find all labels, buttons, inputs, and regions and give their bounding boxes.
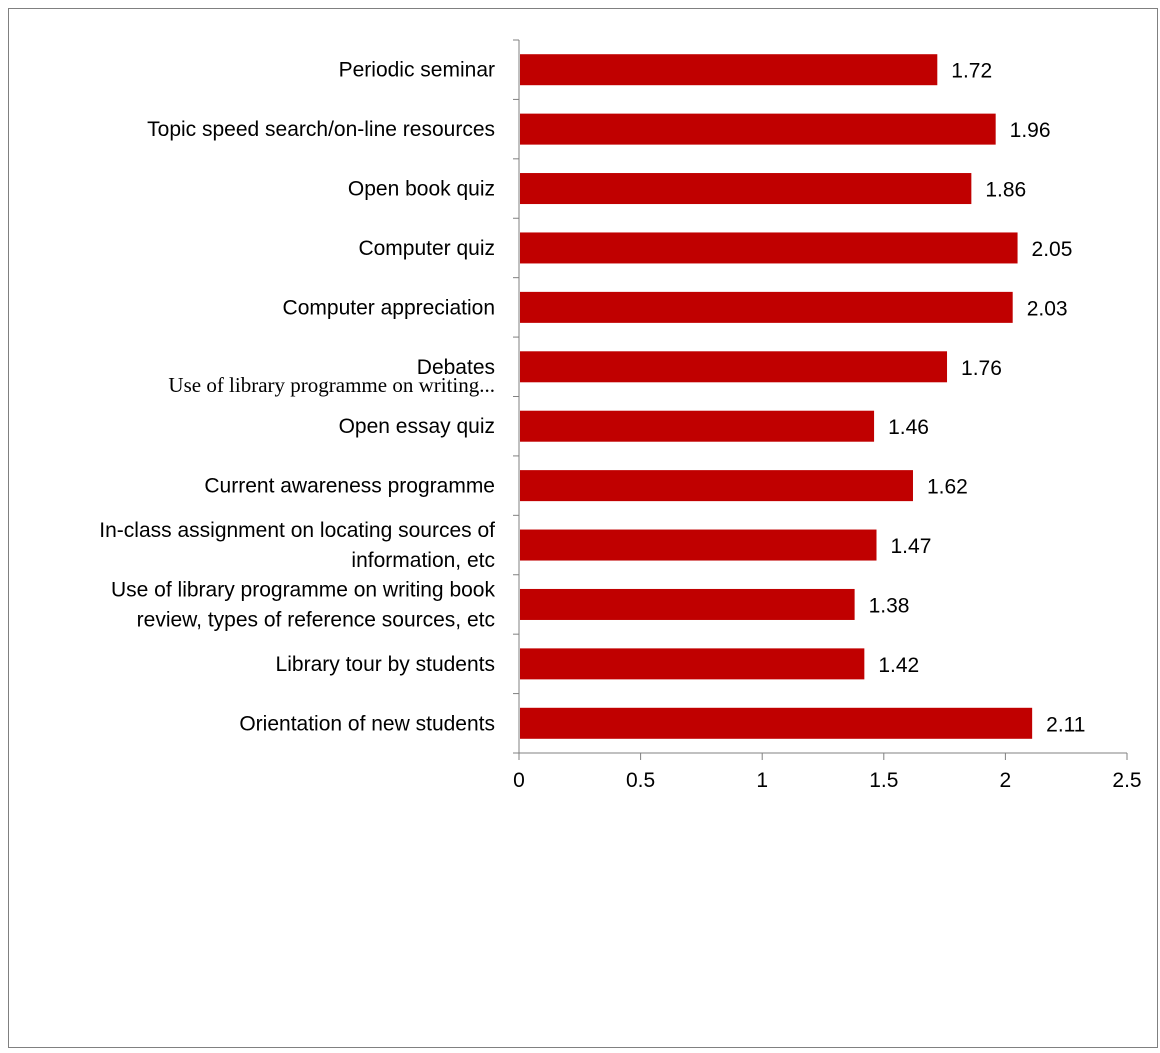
bar [520, 291, 1013, 323]
bar [520, 232, 1018, 264]
bar [520, 351, 948, 383]
bar [520, 588, 855, 620]
data-label: 1.62 [927, 476, 968, 499]
data-label: 1.96 [1010, 119, 1051, 142]
category-label: Use of library programme on writing book [111, 578, 495, 601]
x-tick-label: 1 [756, 769, 768, 792]
data-label: 2.05 [1032, 238, 1073, 261]
data-label: 1.72 [951, 60, 992, 83]
x-tick-label: 2 [1000, 769, 1012, 792]
x-tick-label: 2.5 [1112, 769, 1141, 792]
data-label: 1.47 [891, 535, 932, 558]
bar [520, 648, 865, 680]
category-label-overflow: Use of library programme on writing... [168, 373, 495, 397]
x-tick-label: 0.5 [626, 769, 655, 792]
category-label: information, etc [351, 549, 495, 572]
data-label: 2.03 [1027, 297, 1068, 320]
data-label: 1.46 [888, 416, 929, 439]
data-label: 1.42 [878, 654, 919, 677]
data-label: 2.11 [1046, 713, 1085, 736]
category-label: Current awareness programme [204, 475, 495, 498]
category-label: Periodic seminar [339, 59, 495, 82]
data-label: 1.86 [985, 179, 1026, 202]
bar [520, 54, 938, 86]
category-label: In-class assignment on locating sources … [99, 519, 495, 542]
data-label: 1.76 [961, 357, 1002, 380]
category-label: Topic speed search/on-line resources [147, 118, 495, 141]
category-label: Open essay quiz [339, 415, 495, 438]
category-label: Debates [417, 356, 495, 379]
category-label: Computer appreciation [283, 296, 495, 319]
bar [520, 173, 972, 205]
bar [520, 470, 913, 502]
category-label: Orientation of new students [239, 712, 495, 735]
category-label: Open book quiz [348, 178, 495, 201]
data-label: 1.38 [869, 594, 910, 617]
bar [520, 529, 877, 561]
bar [520, 707, 1033, 739]
category-label: review, types of reference sources, etc [137, 608, 495, 631]
x-tick-label: 0 [513, 769, 525, 792]
x-tick-label: 1.5 [869, 769, 898, 792]
category-label: Library tour by students [276, 653, 495, 676]
bar [520, 410, 875, 442]
bar [520, 113, 996, 145]
category-label: Computer quiz [358, 237, 495, 260]
